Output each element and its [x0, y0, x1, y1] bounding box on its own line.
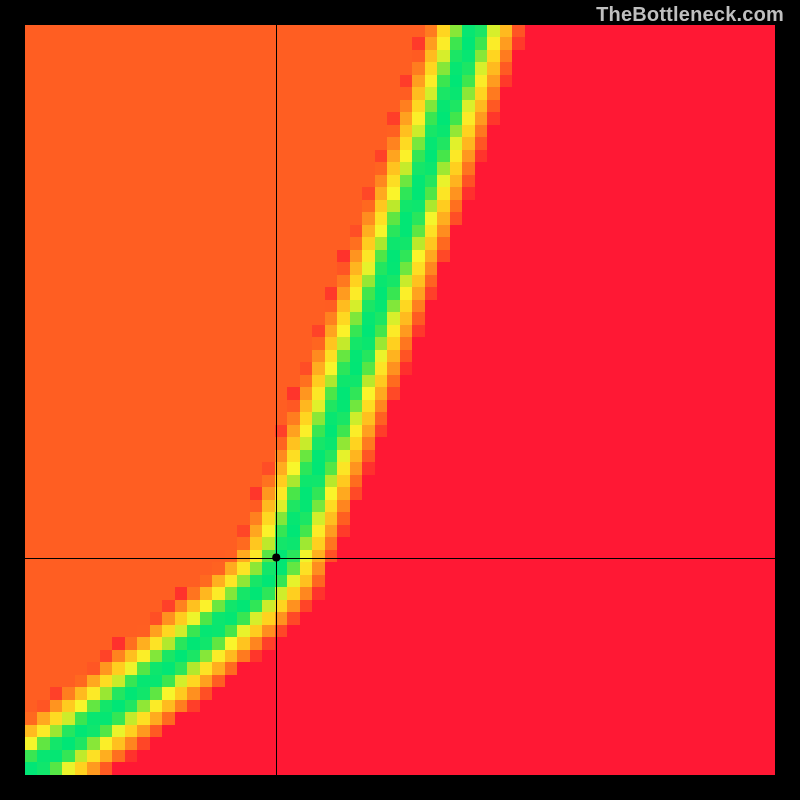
heatmap-plot [25, 25, 775, 775]
watermark-label: TheBottleneck.com [596, 4, 784, 27]
heatmap-canvas [25, 25, 775, 775]
